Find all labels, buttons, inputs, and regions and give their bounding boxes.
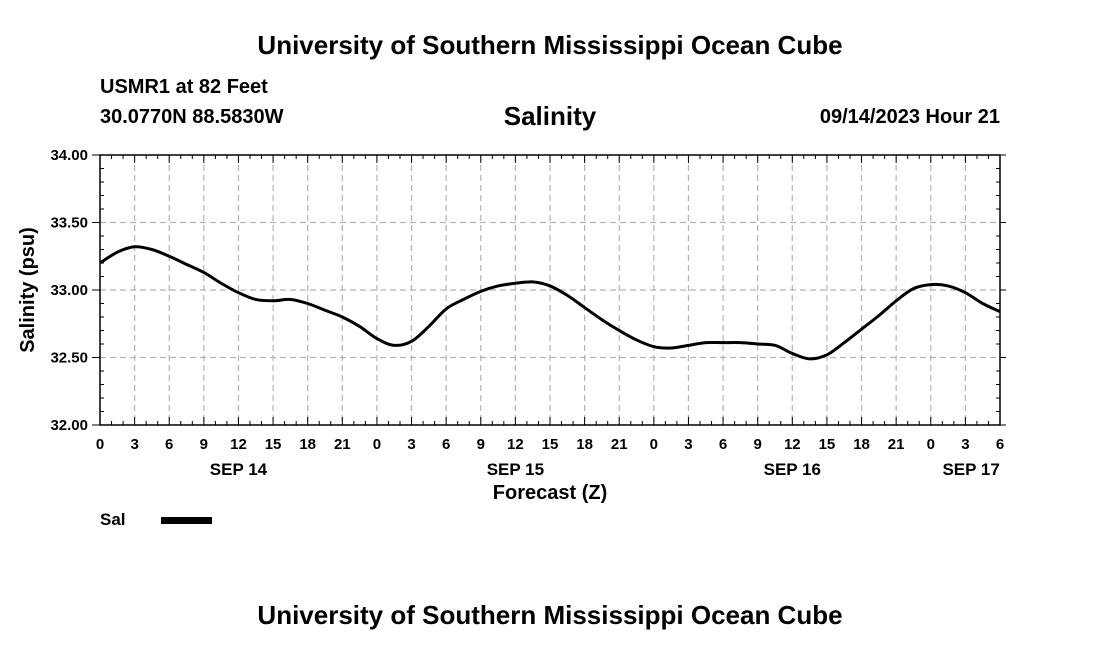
y-tick-label: 34.00 <box>50 147 88 164</box>
x-tick-label: 12 <box>230 436 247 453</box>
date-label: SEP 17 <box>942 460 999 479</box>
chart-footer-title: University of Southern Mississippi Ocean… <box>257 600 843 630</box>
x-tick-label: 3 <box>130 436 138 453</box>
date-label: SEP 16 <box>764 460 821 479</box>
y-tick-label: 33.50 <box>50 215 88 232</box>
x-tick-label: 6 <box>165 436 173 453</box>
y-tick-label: 33.00 <box>50 282 88 299</box>
x-tick-label: 12 <box>784 436 801 453</box>
x-tick-label: 15 <box>542 436 559 453</box>
x-tick-label: 9 <box>754 436 762 453</box>
y-tick-label: 32.50 <box>50 350 88 367</box>
x-tick-label: 3 <box>684 436 692 453</box>
x-tick-label: 6 <box>442 436 450 453</box>
x-tick-label: 21 <box>611 436 628 453</box>
chart-main-title: University of Southern Mississippi Ocean… <box>257 30 843 60</box>
x-tick-label: 15 <box>265 436 282 453</box>
x-tick-label: 18 <box>853 436 870 453</box>
series-layer <box>99 245 1001 361</box>
x-tick-label: 18 <box>299 436 316 453</box>
x-tick-label: 3 <box>407 436 415 453</box>
x-tick-label: 6 <box>719 436 727 453</box>
plot-frame <box>99 154 1001 426</box>
x-tick-label: 0 <box>373 436 381 453</box>
x-tick-label: 0 <box>96 436 104 453</box>
x-tick-label: 18 <box>576 436 593 453</box>
station-label: USMR1 at 82 Feet <box>100 76 268 98</box>
x-tick-label: 21 <box>888 436 905 453</box>
x-axis-label: Forecast (Z) <box>492 482 608 504</box>
tick-layer <box>92 154 1006 426</box>
date-label: SEP 15 <box>487 460 544 479</box>
x-tick-label: 9 <box>477 436 485 453</box>
x-tick-label: 6 <box>996 436 1004 453</box>
forecast-datetime: 09/14/2023 Hour 21 <box>819 106 1000 128</box>
legend-line-swatch <box>161 517 212 524</box>
label-layer: 0 3 6 9 12 15 18 21 0 3 6 9 12 15 18 21 0 3 6 9 12 15 18 21 0 3 6 3… <box>50 147 1004 479</box>
station-coordinates: 30.0770N 88.5830W <box>100 106 284 128</box>
x-tick-label: 15 <box>819 436 836 453</box>
x-tick-label: 3 <box>961 436 969 453</box>
x-tick-label: 0 <box>650 436 658 453</box>
y-tick-label: 32.00 <box>50 417 88 434</box>
grid-layer <box>100 155 1000 425</box>
legend-label: Sal <box>100 510 126 529</box>
x-tick-label: 0 <box>927 436 935 453</box>
x-tick-label: 9 <box>200 436 208 453</box>
variable-title: Salinity <box>503 101 597 131</box>
series-line-sal <box>99 245 1001 361</box>
x-tick-label: 21 <box>334 436 351 453</box>
x-tick-label: 12 <box>507 436 524 453</box>
y-axis-label: Salinity (psu) <box>17 227 39 353</box>
date-label: SEP 14 <box>210 460 268 479</box>
